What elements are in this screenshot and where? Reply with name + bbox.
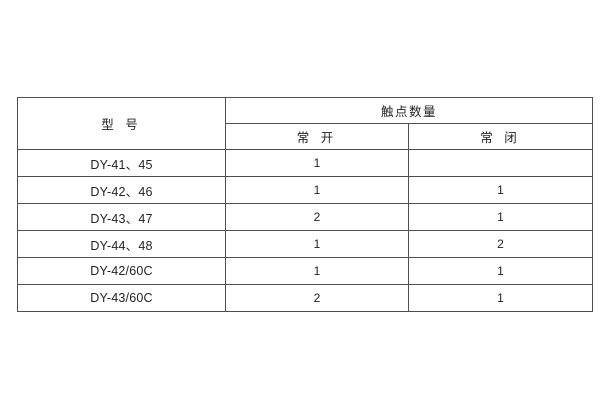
- cell-normally-open: 1: [225, 149, 409, 177]
- table-row: DY-42、46 1 1: [17, 176, 594, 204]
- column-header-normally-closed: 常 闭: [407, 123, 594, 150]
- cell-model: DY-44、48: [17, 230, 226, 258]
- cell-normally-open: 1: [225, 176, 409, 204]
- spec-table-container: 型 号 触点数量 常 开 常 闭 DY-41、45 1 DY-42、46 1 1: [17, 97, 594, 312]
- cell-normally-closed: 2: [407, 230, 594, 258]
- contact-quantity-table: 型 号 触点数量 常 开 常 闭 DY-41、45 1 DY-42、46 1 1: [17, 97, 594, 312]
- cell-normally-closed: 1: [407, 203, 594, 231]
- cell-normally-open: 2: [225, 284, 409, 312]
- cell-normally-closed: 1: [407, 176, 594, 204]
- column-header-normally-open: 常 开: [225, 123, 409, 150]
- cell-model: DY-43/60C: [17, 284, 226, 312]
- cell-normally-closed: [407, 149, 594, 177]
- cell-normally-open: 1: [225, 257, 409, 285]
- cell-model: DY-42/60C: [17, 257, 226, 285]
- cell-normally-closed: 1: [407, 284, 594, 312]
- table-row: DY-43/60C 2 1: [17, 284, 594, 312]
- table-body: DY-41、45 1 DY-42、46 1 1 DY-43、47 2 1 DY-…: [17, 149, 594, 312]
- table-row: DY-42/60C 1 1: [17, 257, 594, 285]
- table-row: DY-43、47 2 1: [17, 203, 594, 231]
- cell-model: DY-41、45: [17, 149, 226, 177]
- cell-normally-open: 2: [225, 203, 409, 231]
- cell-normally-open: 1: [225, 230, 409, 258]
- cell-model: DY-43、47: [17, 203, 226, 231]
- table-header: 型 号 触点数量 常 开 常 闭: [17, 97, 594, 150]
- header-row-secondary: 常 开 常 闭: [18, 123, 594, 150]
- table-row: DY-44、48 1 2: [17, 230, 594, 258]
- table-row: DY-41、45 1: [17, 149, 594, 177]
- cell-normally-closed: 1: [407, 257, 594, 285]
- column-header-model: 型 号: [17, 97, 226, 150]
- cell-model: DY-42、46: [17, 176, 226, 204]
- header-row-primary: 型 号 触点数量: [17, 97, 594, 150]
- column-header-contact-quantity: 触点数量: [224, 97, 594, 124]
